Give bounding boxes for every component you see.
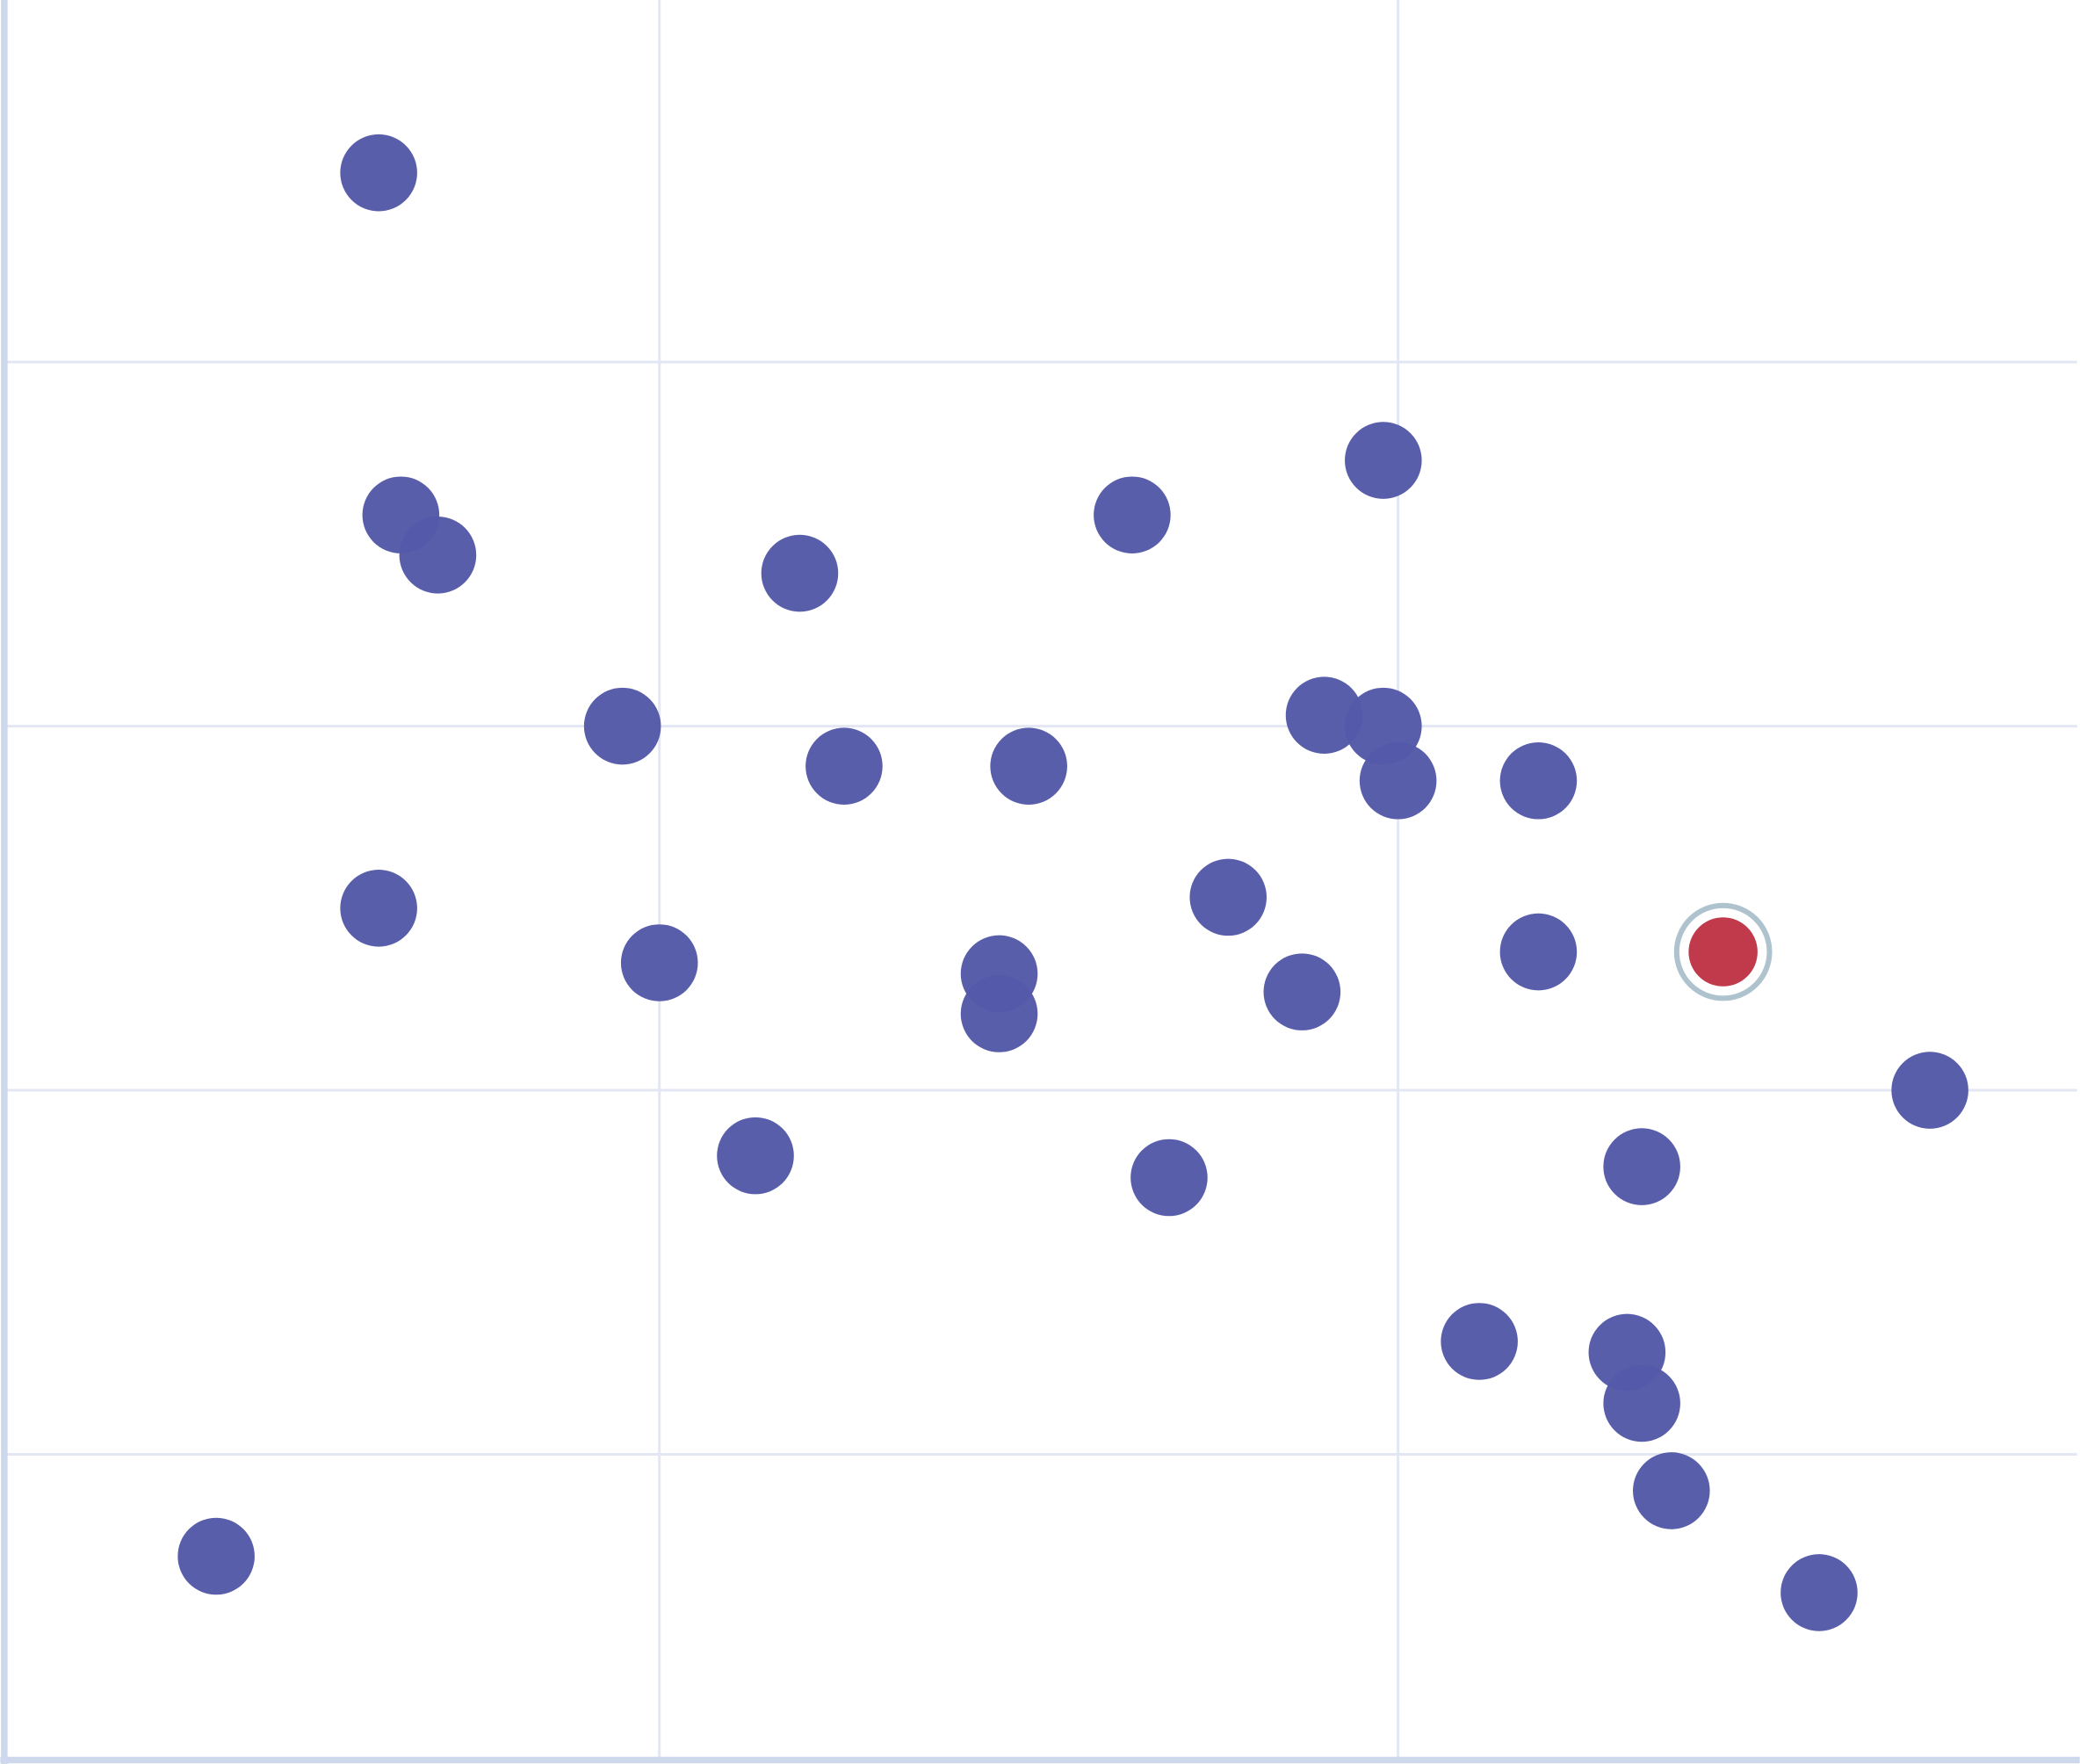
points	[177, 134, 1968, 1631]
data-point[interactable]	[1285, 676, 1363, 754]
data-point[interactable]	[1633, 1452, 1710, 1529]
data-point[interactable]	[1603, 1128, 1680, 1205]
data-point[interactable]	[1441, 1303, 1518, 1380]
grid	[6, 0, 2077, 1759]
data-point[interactable]	[761, 534, 839, 612]
data-point[interactable]	[340, 134, 417, 212]
highlight-ring	[1673, 902, 1773, 1001]
data-point[interactable]	[620, 924, 698, 1001]
data-point[interactable]	[1499, 741, 1578, 820]
data-point[interactable]	[1603, 1364, 1680, 1442]
highlighted-data-point[interactable]	[1688, 917, 1758, 987]
data-point[interactable]	[1345, 422, 1422, 499]
data-point[interactable]	[583, 687, 661, 765]
data-point[interactable]	[805, 727, 883, 805]
data-point[interactable]	[1094, 476, 1171, 554]
data-point[interactable]	[1891, 1052, 1968, 1129]
data-point[interactable]	[717, 1117, 794, 1195]
data-point[interactable]	[177, 1517, 255, 1595]
data-point[interactable]	[990, 727, 1067, 805]
data-point[interactable]	[1359, 741, 1437, 820]
data-point[interactable]	[1130, 1139, 1208, 1217]
data-point[interactable]	[960, 975, 1038, 1052]
data-point[interactable]	[340, 870, 417, 947]
data-point[interactable]	[1780, 1554, 1858, 1631]
data-point[interactable]	[1263, 953, 1341, 1030]
data-point[interactable]	[1189, 858, 1268, 936]
data-point[interactable]	[1499, 913, 1578, 991]
data-point[interactable]	[399, 517, 477, 594]
